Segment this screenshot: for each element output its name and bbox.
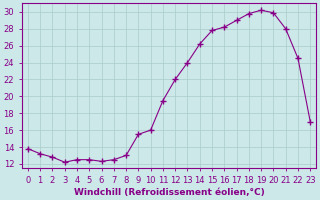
X-axis label: Windchill (Refroidissement éolien,°C): Windchill (Refroidissement éolien,°C) bbox=[74, 188, 264, 197]
